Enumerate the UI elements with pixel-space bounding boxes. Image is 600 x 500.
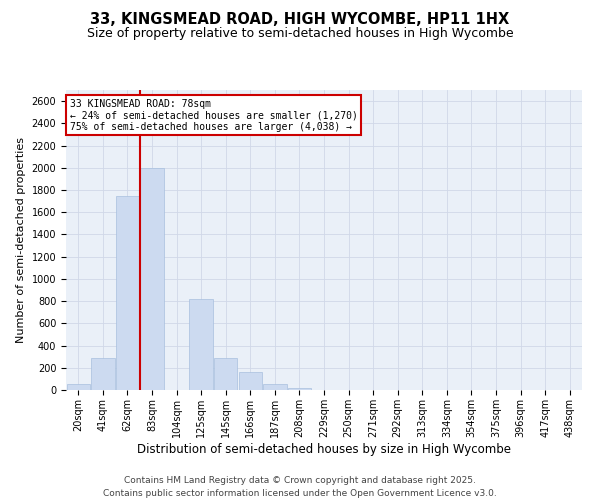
Bar — [263, 384, 287, 390]
Bar — [190, 299, 213, 390]
Text: Contains HM Land Registry data © Crown copyright and database right 2025.
Contai: Contains HM Land Registry data © Crown c… — [103, 476, 497, 498]
Bar — [116, 196, 139, 390]
Text: Size of property relative to semi-detached houses in High Wycombe: Size of property relative to semi-detach… — [86, 28, 514, 40]
Bar — [91, 358, 115, 390]
Bar — [67, 384, 90, 390]
Bar — [140, 168, 164, 390]
X-axis label: Distribution of semi-detached houses by size in High Wycombe: Distribution of semi-detached houses by … — [137, 442, 511, 456]
Bar — [288, 388, 311, 390]
Bar — [239, 372, 262, 390]
Bar — [214, 358, 238, 390]
Y-axis label: Number of semi-detached properties: Number of semi-detached properties — [16, 137, 26, 343]
Text: 33 KINGSMEAD ROAD: 78sqm
← 24% of semi-detached houses are smaller (1,270)
75% o: 33 KINGSMEAD ROAD: 78sqm ← 24% of semi-d… — [70, 99, 358, 132]
Text: 33, KINGSMEAD ROAD, HIGH WYCOMBE, HP11 1HX: 33, KINGSMEAD ROAD, HIGH WYCOMBE, HP11 1… — [91, 12, 509, 28]
